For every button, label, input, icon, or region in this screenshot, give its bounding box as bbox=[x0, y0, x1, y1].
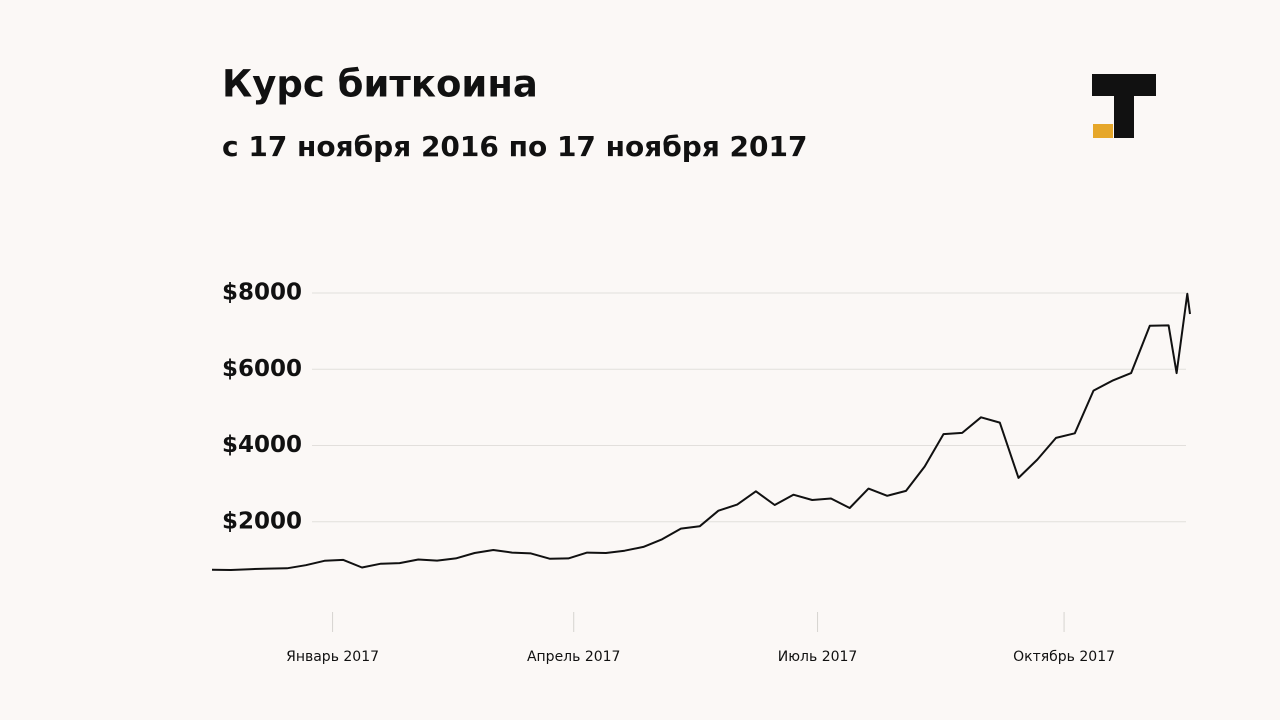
chart-title: Курс биткоина bbox=[222, 63, 538, 106]
y-tick-label: $4000 bbox=[222, 432, 302, 458]
x-tick-label: Июль 2017 bbox=[778, 649, 858, 665]
chart-subtitle: с 17 ноября 2016 по 17 ноября 2017 bbox=[222, 130, 807, 163]
y-tick-label: $2000 bbox=[222, 508, 302, 534]
y-tick-label: $6000 bbox=[222, 356, 302, 382]
x-tick-label: Октябрь 2017 bbox=[1013, 649, 1115, 665]
x-tick-label: Январь 2017 bbox=[286, 649, 379, 665]
y-tick-label: $8000 bbox=[222, 280, 302, 306]
logo-accent bbox=[1093, 124, 1113, 138]
logo-t bbox=[1092, 74, 1156, 138]
x-tick-label: Апрель 2017 bbox=[527, 649, 621, 665]
price-line bbox=[211, 292, 1191, 571]
logo bbox=[1092, 74, 1156, 138]
